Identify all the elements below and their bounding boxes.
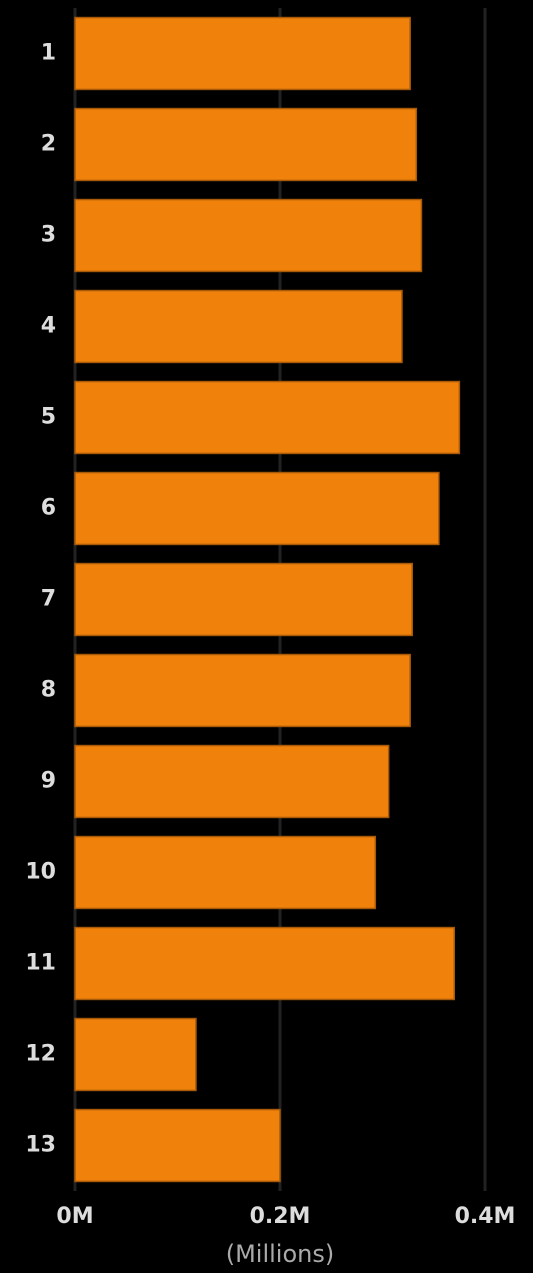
y-tick-label: 11	[25, 951, 56, 976]
y-tick-label: 8	[41, 678, 56, 703]
bar	[74, 1108, 281, 1183]
bar	[74, 289, 403, 364]
y-tick-label: 7	[41, 587, 56, 612]
bar	[74, 380, 461, 455]
bar	[74, 107, 418, 182]
bar	[74, 926, 455, 1001]
bar	[74, 744, 390, 819]
y-tick-label: 3	[41, 223, 56, 248]
bar	[74, 471, 440, 546]
y-tick-label: 9	[41, 769, 56, 794]
bar	[74, 1017, 197, 1092]
y-tick-label: 12	[25, 1042, 56, 1067]
bar	[74, 562, 413, 637]
bar	[74, 653, 411, 728]
x-axis-title: (Millions)	[226, 1240, 335, 1268]
y-tick-label: 10	[25, 860, 56, 885]
x-tick-label: 0M	[56, 1204, 93, 1229]
y-tick-label: 6	[41, 496, 56, 521]
y-tick-label: 1	[41, 41, 56, 66]
bar	[74, 16, 411, 91]
y-tick-label: 2	[41, 132, 56, 157]
bar	[74, 198, 423, 273]
x-tick-label: 0.4M	[455, 1204, 516, 1229]
y-tick-label: 5	[41, 405, 56, 430]
x-tick-label: 0.2M	[250, 1204, 311, 1229]
y-tick-label: 4	[41, 314, 56, 339]
y-tick-label: 13	[25, 1133, 56, 1158]
bar	[74, 835, 377, 910]
